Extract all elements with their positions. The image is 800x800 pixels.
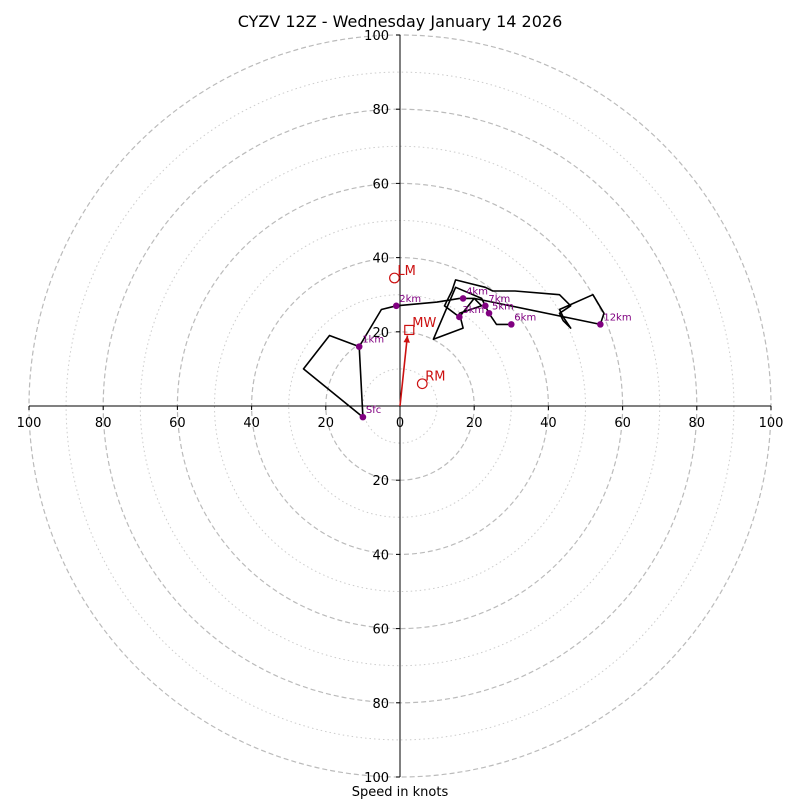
y-tick-label: 80 [372,697,389,712]
y-tick-label: 40 [372,548,389,563]
height-marker-2km: 2km [392,294,421,310]
height-marker-dot [508,321,515,328]
chart-title: CYZV 12Z - Wednesday January 14 2026 [238,12,563,31]
height-marker-6km: 6km [508,312,536,328]
x-tick-label: 0 [396,416,404,431]
y-tick-label: 80 [372,103,389,118]
height-marker-5km: 5km [485,301,514,317]
height-marker-dot [355,343,363,350]
height-marker-dot [485,309,493,317]
storm-motion-circle [389,272,400,284]
height-marker-12km: 12km [597,312,632,328]
height-marker-label: Sfc [366,405,381,416]
height-marker-4km: 4km [459,286,488,302]
height-marker-label: 2km [399,294,421,305]
x-tick-label: 80 [95,416,112,431]
x-tick-label: 40 [243,416,260,431]
y-tick-label: 20 [372,474,389,489]
height-marker-dot [459,295,467,302]
height-marker-dot [482,302,489,310]
y-tick-label: 60 [372,623,389,638]
wind-trace [302,279,605,418]
x-tick-label: 60 [169,416,186,431]
height-marker-label: 6km [514,312,536,323]
storm-motion-RM: RM [416,370,446,390]
storm-motion-square [404,324,415,336]
height-marker-label: 5km [492,301,514,312]
height-marker-3km: 3km [456,305,484,321]
x-axis-label: Speed in knots [352,785,449,800]
axis-tick-labels: 100 80 60 40 20 0 20 40 60 80 100 100 80 60 40 20 20 40 60… [17,29,784,786]
y-tick-label: 20 [372,326,389,341]
height-marker-label: 12km [603,312,631,323]
storm-motion-circle [416,378,428,390]
height-marker-dot [456,313,463,321]
height-marker-dot [597,321,604,328]
x-tick-label: 80 [689,416,706,431]
height-marker-dot [359,413,367,421]
x-tick-label: 100 [759,416,784,431]
mean-wind-arrowhead [403,335,410,343]
y-tick-label: 60 [372,177,389,192]
height-marker-Sfc: Sfc [359,405,381,421]
storm-motion-label: LM [397,264,415,279]
height-marker-dot [392,302,400,310]
x-tick-label: 20 [318,416,335,431]
storm-motion-markers: LM MW RM [389,264,446,407]
storm-motion-label: MW [412,316,436,331]
height-marker-label: 3km [462,305,484,316]
height-marker-label: 7km [488,294,510,305]
height-marker-label: 4km [466,286,488,297]
wind-trace-layer [302,279,605,418]
storm-motion-MW: MW [404,316,436,336]
storm-motion-label: RM [425,370,445,385]
y-tick-label: 100 [364,771,389,786]
height-marker-7km: 7km [482,294,510,310]
x-tick-label: 100 [17,416,42,431]
x-tick-label: 60 [614,416,631,431]
mean-wind-arrow [399,335,409,407]
y-tick-label: 100 [364,29,389,44]
height-marker-1km: 1km [355,335,384,350]
storm-motion-LM: LM [389,264,416,284]
height-marker-label: 1km [362,335,384,346]
x-tick-label: 40 [540,416,557,431]
y-tick-label: 40 [372,252,389,267]
x-tick-label: 20 [466,416,483,431]
